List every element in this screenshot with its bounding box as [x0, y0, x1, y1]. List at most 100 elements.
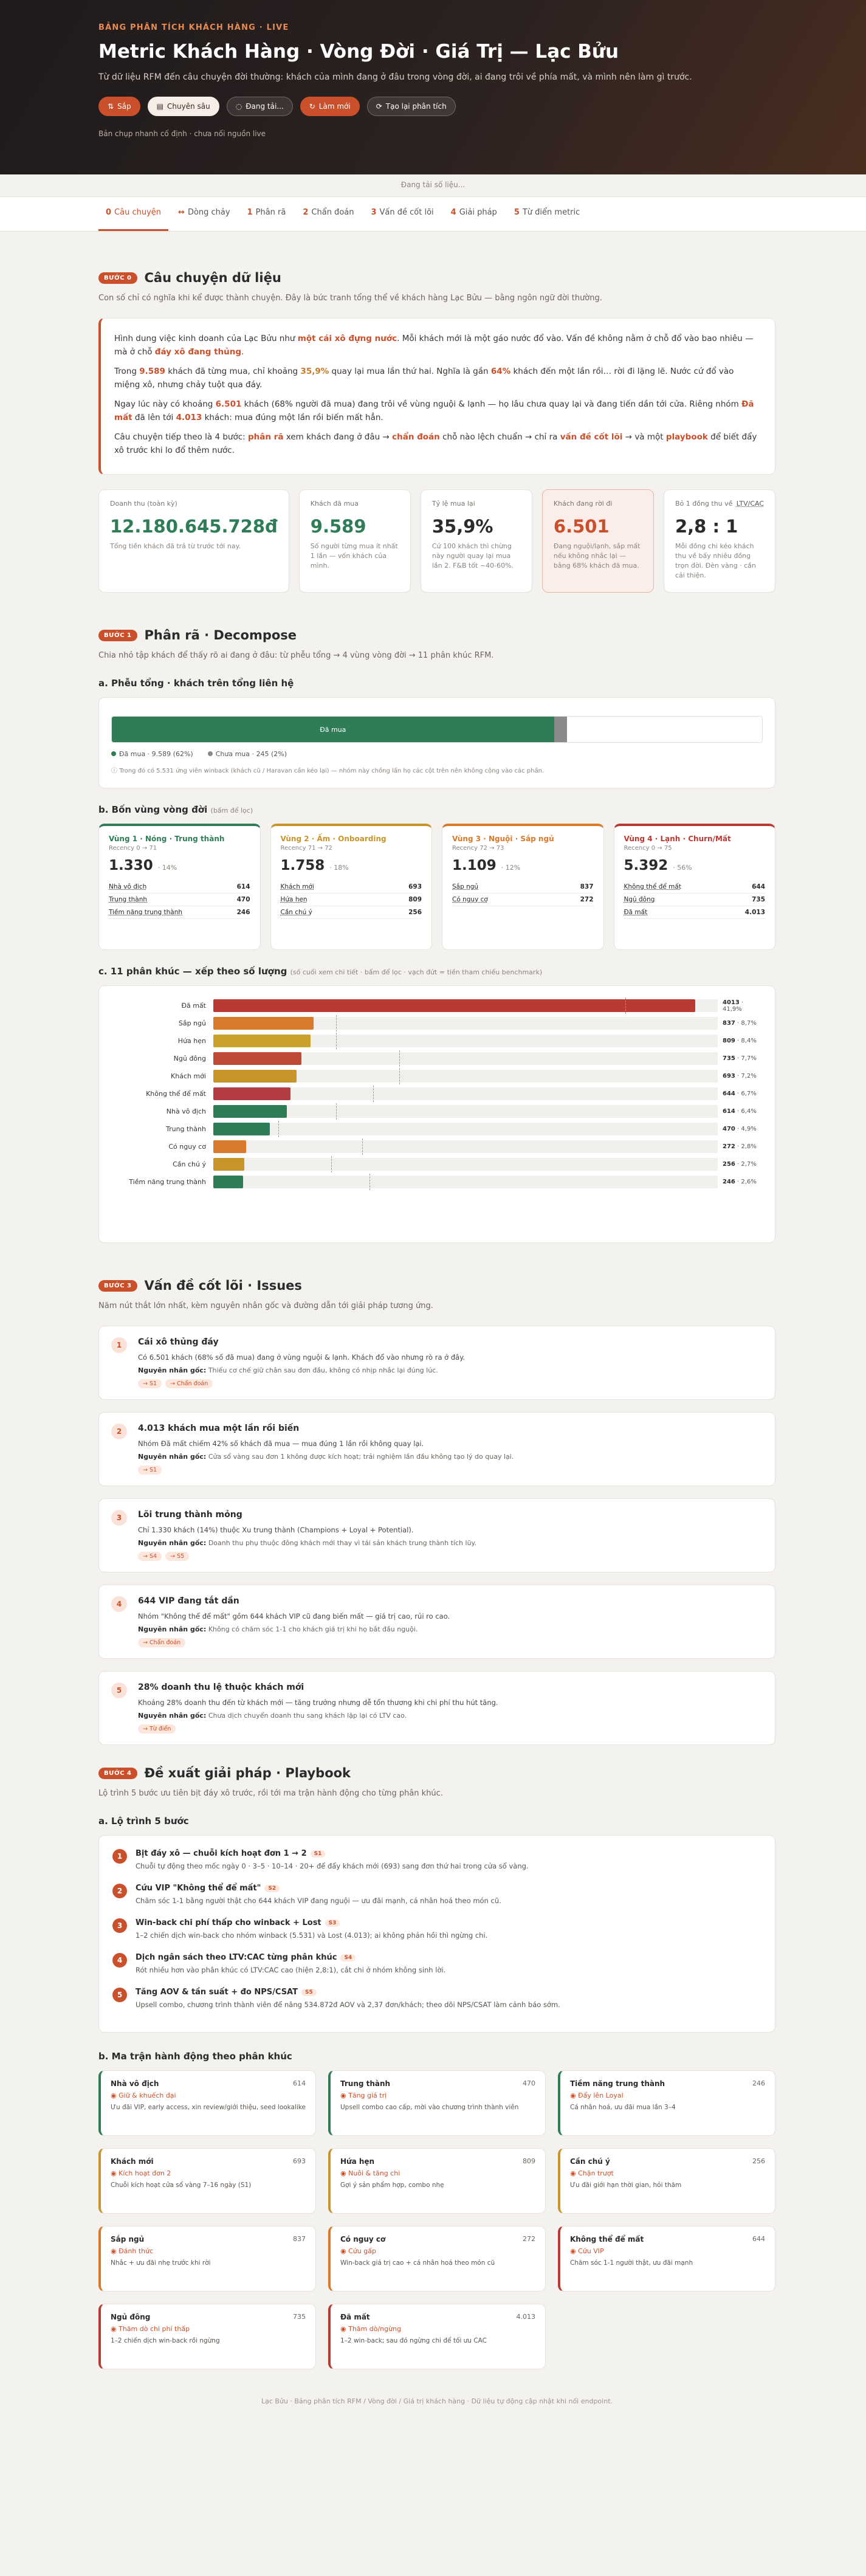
tab-6[interactable]: 5 Từ điển metric: [507, 196, 587, 231]
zone-segment-row[interactable]: Có nguy cơ 272: [452, 894, 594, 906]
loading-button[interactable]: ◌ Đang tải...: [226, 97, 293, 116]
segment-bar-row[interactable]: Tiềm năng trung thành 246 · 2,6%: [111, 1173, 763, 1191]
zone-recency: Recency 71 → 72: [280, 845, 332, 852]
matrix-card[interactable]: Trung thành 470 ◉ Tăng giá trị Upsell combo…: [328, 2070, 546, 2136]
issue-body: Lõi trung thành mỏng Chỉ 1.330 khách (14%…: [138, 1510, 476, 1561]
segment-track: [213, 1015, 718, 1031]
regenerate-button[interactable]: ⟳ Tạo lại phân tích: [366, 97, 456, 116]
segment-bar-row[interactable]: Có nguy cơ 272 · 2,8%: [111, 1138, 763, 1155]
spinner-icon: ◌: [235, 102, 242, 111]
zone-segment-row[interactable]: Trung thành 470: [109, 894, 250, 906]
refresh-button[interactable]: ↻ Làm mới: [300, 97, 360, 116]
story-paragraph: Ngay lúc này có khoảng 6.501 khách (68% …: [114, 399, 754, 422]
segment-bar[interactable]: [213, 1070, 297, 1083]
segment-bar[interactable]: [213, 999, 696, 1012]
issue-title: 28% doanh thu lệ thuộc khách mới: [138, 1682, 304, 1692]
issue-card[interactable]: 1 Cái xô thủng đáy Có 6.501 khách (68% số …: [98, 1326, 775, 1400]
segment-bar-row[interactable]: Nhà vô địch 614 · 6,4%: [111, 1103, 763, 1120]
segment-bar[interactable]: [213, 1035, 311, 1047]
issue-link-tag[interactable]: → S1: [138, 1379, 162, 1388]
sort-button[interactable]: ⇅ Sắp: [98, 97, 140, 116]
kpi-label: Bỏ 1 đồng thu về LTV/CAC: [675, 500, 765, 508]
issue-title: 4.013 khách mua một lần rồi biến: [138, 1424, 300, 1433]
segment-bar[interactable]: [213, 1017, 314, 1030]
tab-number: 2: [303, 208, 309, 217]
segment-bar-row[interactable]: Sắp ngủ 837 · 8,7%: [111, 1014, 763, 1032]
tab-4[interactable]: 3 Vấn đề cốt lõi: [363, 196, 441, 231]
segment-label: Cần chú ý: [173, 1160, 206, 1168]
matrix-card[interactable]: Cần chú ý 256 ◉ Chặn trượt Ưu đãi giới hạn …: [558, 2148, 775, 2214]
issue-text: Chỉ 1.330 khách (14%) thuộc Xu trung thà…: [138, 1526, 414, 1534]
matrix-card[interactable]: Khách mới 693 ◉ Kích hoạt đơn 2 Chuỗi kích …: [98, 2148, 316, 2214]
segment-bar-row[interactable]: Khách mới 693 · 7,2%: [111, 1067, 763, 1085]
zone-segment-row[interactable]: Đã mất 4.013: [624, 906, 765, 919]
issue-link-tag[interactable]: → S1: [138, 1465, 162, 1475]
main-content: BƯỚC 0 Câu chuyện dữ liệu Con số chỉ có n…: [0, 270, 866, 2430]
kpi-label: Doanh thu (toàn kỳ): [110, 500, 177, 508]
issue-link-tag[interactable]: → Từ điển: [138, 1724, 176, 1734]
segment-bar[interactable]: [213, 1105, 287, 1118]
segment-bar[interactable]: [213, 1087, 291, 1100]
issue-link-tag[interactable]: → Chẩn đoán: [138, 1638, 186, 1647]
matrix-card[interactable]: Không thể để mất 644 ◉ Cứu VIP Chăm sóc 1-1…: [558, 2226, 775, 2292]
zone-segment-row[interactable]: Khách mới 693: [280, 881, 422, 894]
segment-bar-row[interactable]: Cần chú ý 256 · 2,7%: [111, 1155, 763, 1173]
segment-bar-row[interactable]: Hứa hẹn 809 · 8,4%: [111, 1032, 763, 1050]
matrix-card[interactable]: Tiềm năng trung thành 246 ◉ Đẩy lên Loyal C…: [558, 2070, 775, 2136]
segment-bar-row[interactable]: Ngủ đông 735 · 7,7%: [111, 1050, 763, 1067]
zone-segment-row[interactable]: Hứa hẹn 809: [280, 894, 422, 906]
issue-link-tag[interactable]: → Chẩn đoán: [165, 1379, 213, 1388]
segment-bar[interactable]: [213, 1140, 246, 1153]
lifecycle-zone-card[interactable]: Vùng 1 · Nóng · Trung thành Recency 0 → 7…: [98, 824, 261, 950]
tab-2[interactable]: 1 Phân rã: [240, 196, 294, 231]
zone-segment-row[interactable]: Ngủ đông 735: [624, 894, 765, 906]
matrix-card[interactable]: Nhà vô địch 614 ◉ Giữ & khuếch đại Ưu đãi V…: [98, 2070, 316, 2136]
zone-segment-row[interactable]: Sắp ngủ 837: [452, 881, 594, 894]
roadmap-step: 2 Cứu VIP "Không thể để mất" S2 Chăm sóc 1-…: [112, 1884, 761, 1905]
zone-segment-row[interactable]: Tiềm năng trung thành 246: [109, 906, 250, 919]
tab-3[interactable]: 2 Chẩn đoán: [295, 196, 361, 231]
matrix-card[interactable]: Ngủ đông 735 ◉ Thăm dò chi phí thấp 1–2 chi…: [98, 2304, 316, 2369]
zone-title: Vùng 3 · Nguội · Sắp ngủ: [452, 835, 554, 843]
issue-tags: → S4 → S5: [138, 1552, 476, 1561]
benchmark-marker: [335, 1015, 337, 1031]
segment-bar-row[interactable]: Trung thành 470 · 4,9%: [111, 1120, 763, 1138]
issue-card[interactable]: 2 4.013 khách mua một lần rồi biến Nhóm Đã…: [98, 1412, 775, 1486]
segment-bar[interactable]: [213, 1158, 244, 1171]
zone-segment-row[interactable]: Nhà vô địch 614: [109, 881, 250, 894]
matrix-text: 1–2 chiến dịch win-back rồi ngừng: [111, 2337, 220, 2344]
issue-card[interactable]: 4 644 VIP đang tắt dần Nhóm "Không thể để …: [98, 1585, 775, 1659]
issue-cause: Nguyên nhân gốc: Doanh thu phụ thuộc đôn…: [138, 1539, 476, 1547]
issue-link-tag[interactable]: → S4: [138, 1552, 162, 1561]
matrix-card-header: Hứa hẹn 809: [340, 2157, 535, 2166]
issue-link-tag[interactable]: → S5: [165, 1552, 190, 1561]
zone-segment-row[interactable]: Cần chú ý 256: [280, 906, 422, 919]
funnel-bought-segment[interactable]: Đã mua: [112, 717, 554, 742]
matrix-card[interactable]: Sắp ngủ 837 ◉ Đánh thức Nhắc + ưu đãi nhẹ t…: [98, 2226, 316, 2292]
tab-1[interactable]: ↔ Dòng chảy: [171, 196, 238, 231]
matrix-card[interactable]: Đã mất 4.013 ◉ Thăm dò/ngừng 1–2 win-back; …: [328, 2304, 546, 2369]
segment-bar[interactable]: [213, 1052, 302, 1065]
segment-bar-row[interactable]: Đã mất 4013 · 41,9%: [111, 997, 763, 1014]
segment-bar[interactable]: [213, 1123, 270, 1135]
funnel-notbought-segment[interactable]: [554, 717, 567, 742]
step-text: Chuỗi tự động theo mốc ngày 0 · 3–5 · 10…: [136, 1862, 529, 1870]
segment-value: 4013 · 41,9%: [723, 999, 744, 1013]
detail-button[interactable]: ▤ Chuyên sâu: [147, 97, 219, 116]
tab-0[interactable]: 0 Câu chuyện: [98, 196, 169, 231]
segment-bar[interactable]: [213, 1176, 243, 1188]
tab-number: 3: [371, 208, 377, 217]
lifecycle-zone-card[interactable]: Vùng 4 · Lạnh · Churn/Mất Recency 0 → 75 5…: [613, 824, 775, 950]
issue-cause: Nguyên nhân gốc: Không có chăm sóc 1-1 c…: [138, 1625, 418, 1633]
issue-card[interactable]: 5 28% doanh thu lệ thuộc khách mới Khoảng …: [98, 1671, 775, 1745]
lifecycle-zone-card[interactable]: Vùng 3 · Nguội · Sắp ngủ Recency 72 → 73 1…: [442, 824, 604, 950]
issue-card[interactable]: 3 Lõi trung thành mỏng Chỉ 1.330 khách (14…: [98, 1498, 775, 1572]
matrix-card[interactable]: Hứa hẹn 809 ◉ Nuôi & tăng chi Gợi ý sản phẩ…: [328, 2148, 546, 2214]
step-title: Bịt đáy xô — chuỗi kích hoạt đơn 1 → 2 S1: [136, 1849, 529, 1858]
zone-segment-row[interactable]: Không thể để mất 644: [624, 881, 765, 894]
funnel-bar[interactable]: Đã mua: [111, 716, 763, 743]
lifecycle-zone-card[interactable]: Vùng 2 · Ấm · Onboarding Recency 71 → 72 1…: [270, 824, 432, 950]
segment-bar-row[interactable]: Không thể để mất 644 · 6,7%: [111, 1085, 763, 1103]
matrix-card[interactable]: Có nguy cơ 272 ◉ Cứu gấp Win-back giá trị c…: [328, 2226, 546, 2292]
tab-5[interactable]: 4 Giải pháp: [444, 196, 504, 231]
